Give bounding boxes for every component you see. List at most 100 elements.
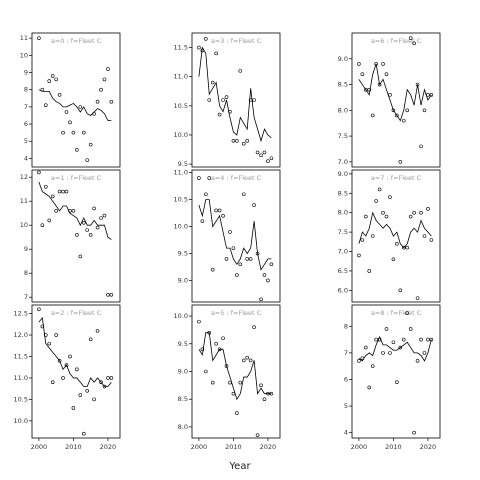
data-point <box>88 337 93 342</box>
data-point <box>398 288 403 293</box>
data-point <box>384 72 389 77</box>
data-point <box>102 384 107 389</box>
y-tick-label: 10.0 <box>174 223 188 231</box>
data-point <box>408 214 413 219</box>
data-point <box>357 62 361 66</box>
y-tick-label: 10 <box>20 51 28 59</box>
data-point <box>391 257 396 262</box>
data-point <box>360 238 365 242</box>
y-tick-label: 5 <box>24 137 28 145</box>
y-tick-label: 4 <box>24 154 28 162</box>
data-point <box>262 397 267 402</box>
data-point <box>228 230 232 234</box>
data-point <box>109 99 114 104</box>
x-tick-label: 2020 <box>260 443 277 451</box>
y-tick-label: 9.5 <box>178 340 188 348</box>
data-point <box>224 364 229 368</box>
data-point <box>54 209 58 213</box>
data-point <box>248 358 253 363</box>
data-point <box>207 176 212 180</box>
panel-frame <box>351 32 441 168</box>
data-point <box>44 333 48 337</box>
data-point <box>388 195 392 199</box>
y-tick-label: 7.5 <box>338 132 348 140</box>
data-point <box>95 225 100 230</box>
data-point <box>364 214 368 219</box>
data-point <box>102 213 107 218</box>
panel-title: a=1 : f=Fleet C <box>51 174 102 182</box>
data-point <box>71 209 76 213</box>
data-point <box>99 380 103 385</box>
y-tick-label: 8 <box>24 86 28 94</box>
data-point <box>92 111 96 116</box>
data-point <box>44 185 48 189</box>
x-tick-label: 2020 <box>100 443 117 451</box>
trend-line <box>38 181 112 240</box>
data-point <box>422 108 427 113</box>
y-tick-label: 10.5 <box>174 196 188 204</box>
data-point <box>241 192 246 197</box>
data-point <box>78 105 83 109</box>
y-tick-label: 12 <box>20 173 28 181</box>
data-point <box>252 203 256 207</box>
y-tick-label: 5 <box>344 402 348 410</box>
data-point <box>54 77 58 82</box>
data-point <box>210 380 215 385</box>
y-tick-label: 8 <box>24 269 28 277</box>
panel-frame <box>191 304 281 439</box>
data-point <box>228 380 232 385</box>
data-point <box>214 341 218 346</box>
data-point <box>217 347 222 352</box>
data-point <box>57 93 62 97</box>
data-point <box>408 36 413 40</box>
data-point <box>252 325 256 329</box>
data-point <box>245 257 250 261</box>
data-point <box>68 209 72 213</box>
data-point <box>95 99 100 104</box>
trend-line <box>38 316 112 387</box>
data-point <box>109 376 114 380</box>
data-point <box>197 176 201 180</box>
data-point <box>228 109 232 114</box>
data-point <box>64 189 69 194</box>
data-point <box>75 148 79 152</box>
y-tick-label: 8.5 <box>338 81 348 89</box>
x-tick-label: 2010 <box>385 443 402 451</box>
data-point <box>92 206 96 211</box>
data-point <box>401 118 406 123</box>
y-tick-label: 7.5 <box>338 228 348 236</box>
y-tick-label: 11.5 <box>14 352 28 360</box>
data-point <box>248 98 253 102</box>
data-point <box>204 37 208 41</box>
data-point <box>370 364 375 368</box>
data-point <box>360 356 365 361</box>
data-point <box>405 311 410 315</box>
data-point <box>61 376 65 380</box>
panel-frame <box>191 32 281 168</box>
data-point <box>419 210 423 215</box>
data-point <box>40 223 45 227</box>
data-point <box>92 397 96 402</box>
y-tick-label: 7.0 <box>338 248 348 256</box>
data-point <box>106 376 110 380</box>
data-point <box>429 93 434 97</box>
data-point <box>429 238 434 242</box>
y-tick-label: 8.0 <box>338 209 348 217</box>
data-point <box>102 77 107 82</box>
data-point <box>262 273 267 277</box>
y-tick-label: 9.0 <box>178 368 188 376</box>
data-point <box>221 213 225 218</box>
y-tick-label: 6.5 <box>338 267 348 275</box>
data-point <box>241 358 246 363</box>
data-point <box>238 262 243 267</box>
data-point <box>204 369 208 374</box>
y-tick-label: 6 <box>344 375 348 383</box>
data-point <box>37 170 41 175</box>
data-point <box>85 158 90 162</box>
data-point <box>106 292 110 297</box>
y-tick-label: 10.0 <box>14 417 28 425</box>
data-point <box>88 233 93 237</box>
data-point <box>374 337 378 342</box>
data-point <box>68 354 72 359</box>
data-point <box>374 199 378 203</box>
